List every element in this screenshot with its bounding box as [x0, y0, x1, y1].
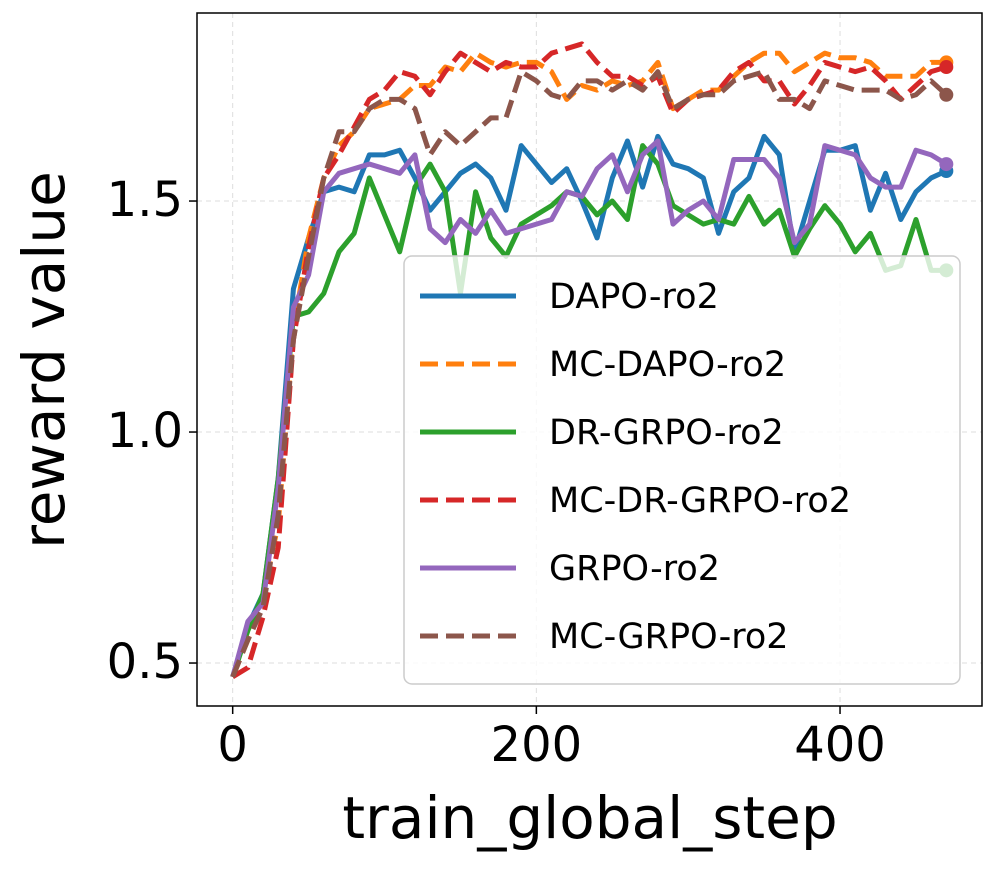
x-axis-label: train_global_step [342, 784, 837, 852]
series-line [231, 41, 948, 680]
endpoint-marker [939, 157, 954, 172]
y-tick-label: 0.5 [107, 634, 183, 690]
y-tick-label: 1.5 [107, 172, 183, 228]
x-tick-label: 400 [794, 717, 886, 773]
legend: DAPO-ro2 MC-DAPO-ro2 DR-GRPO-ro2 MC-DR-GRPO… [403, 255, 961, 685]
legend-label: DAPO-ro2 [549, 277, 719, 317]
legend-label: MC-GRPO-ro2 [549, 617, 789, 657]
series-line [230, 50, 947, 678]
legend-label: MC-DR-GRPO-ro2 [549, 481, 851, 521]
y-tick-label: 1.0 [107, 403, 183, 459]
series-line [230, 133, 948, 678]
legend-label: DR-GRPO-ro2 [549, 413, 784, 453]
x-tick-label: 200 [491, 717, 583, 773]
axes: 0 200 400 0.5 1.0 1.5 [107, 12, 983, 773]
legend-box [403, 255, 961, 685]
series-line [230, 69, 949, 678]
endpoint-marker [939, 60, 954, 75]
x-tick-label: 0 [217, 717, 248, 773]
legend-label: GRPO-ro2 [549, 549, 720, 589]
series-line [230, 138, 948, 678]
endpoint-marker [939, 87, 954, 102]
legend-label: MC-DAPO-ro2 [549, 345, 786, 385]
plot-frame [196, 12, 983, 707]
series-line [230, 143, 947, 678]
y-axis-label: reward value [10, 171, 78, 549]
